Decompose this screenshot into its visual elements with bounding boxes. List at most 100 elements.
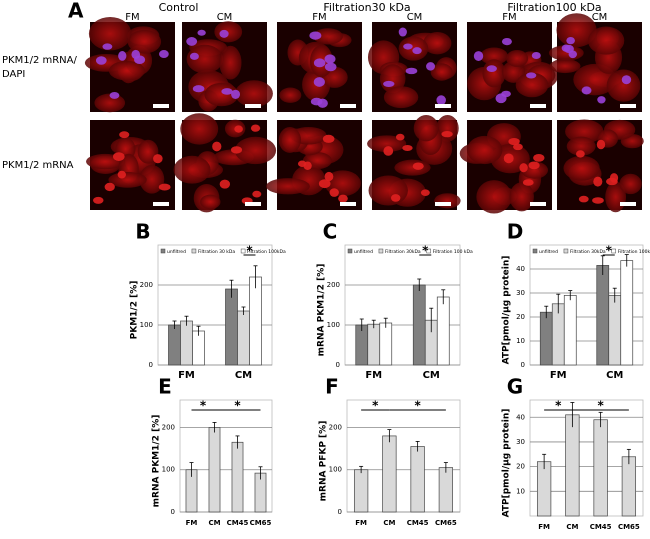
y-tick-label: 0	[338, 508, 342, 516]
nucleus	[568, 50, 577, 59]
significance-marker: *	[246, 244, 253, 258]
cell	[127, 29, 162, 54]
nucleus	[508, 137, 520, 146]
bar	[192, 330, 205, 366]
cell	[413, 115, 439, 142]
y-tick-label: 20	[516, 313, 525, 321]
x-tick-label: FM	[550, 370, 567, 381]
column-label: CM	[592, 12, 608, 23]
nucleus	[528, 161, 540, 170]
nucleus	[420, 189, 430, 196]
cell	[556, 13, 597, 48]
legend-swatch	[347, 248, 353, 254]
micrograph	[173, 113, 277, 213]
nucleus	[112, 152, 125, 161]
bar	[379, 322, 393, 366]
cell	[88, 17, 132, 51]
row-label: PKM1/2 mRNA	[2, 160, 74, 171]
bar	[208, 427, 221, 513]
significance-marker: *	[200, 399, 207, 413]
micrograph	[182, 21, 273, 112]
nucleus	[578, 195, 589, 203]
nucleus	[383, 146, 394, 156]
x-tick-label: FM	[538, 523, 550, 531]
significance-marker: *	[597, 399, 604, 413]
y-tick-label: 30	[516, 289, 525, 297]
y-tick-label: 40	[516, 265, 525, 273]
nucleus	[93, 196, 104, 204]
y-tick-label: 200	[327, 281, 340, 289]
bar	[412, 284, 426, 366]
cell	[434, 193, 461, 209]
group-title: Filtration100 kDa	[507, 1, 601, 14]
legend-label: Filtration 100kDa	[247, 249, 286, 255]
x-tick-label: FM	[186, 519, 198, 527]
legend-swatch	[611, 248, 616, 254]
cell	[549, 59, 581, 74]
legend-swatch	[532, 248, 538, 254]
nucleus	[318, 179, 331, 189]
y-tick-label: 0	[149, 361, 153, 369]
bar	[410, 446, 425, 513]
nucleus	[219, 29, 229, 38]
panel-label: G	[507, 375, 523, 399]
cell	[219, 45, 242, 80]
cell	[137, 139, 159, 164]
nucleus	[192, 85, 205, 93]
nucleus	[309, 31, 322, 40]
nucleus	[324, 62, 337, 72]
significance-marker: *	[234, 399, 241, 413]
nucleus	[398, 27, 407, 37]
nucleus	[197, 29, 206, 36]
scale-bar	[153, 104, 169, 108]
scale-bar	[620, 202, 636, 206]
row-label: DAPI	[2, 69, 25, 80]
y-axis-label: ATP[pmol/µg protein]	[502, 256, 512, 365]
nucleus	[102, 43, 113, 50]
bar	[621, 456, 637, 517]
nucleus	[117, 170, 126, 179]
nucleus	[219, 179, 231, 189]
bar	[367, 323, 381, 366]
nucleus	[402, 145, 413, 152]
nucleus	[252, 190, 262, 198]
nucleus	[134, 55, 146, 65]
x-tick-label: CM65	[250, 519, 272, 527]
nucleus	[119, 131, 130, 139]
nucleus	[324, 171, 334, 182]
y-tick-label: 30	[516, 438, 525, 446]
nucleus	[412, 162, 424, 170]
cell	[509, 182, 534, 212]
panel-label: F	[325, 375, 339, 399]
x-tick-label: CM65	[618, 523, 640, 531]
legend-label: Filtration 30 kDa	[198, 249, 235, 255]
nucleus	[104, 182, 115, 192]
bar	[539, 311, 553, 366]
panel-label: E	[158, 375, 172, 399]
x-tick-label: CM	[235, 370, 252, 381]
bar	[353, 469, 369, 513]
panel-label: C	[323, 220, 338, 244]
nucleus	[95, 56, 107, 65]
scale-bar	[435, 202, 451, 206]
legend-swatch	[426, 248, 431, 254]
nucleus	[329, 188, 339, 197]
nucleus	[189, 52, 199, 60]
bar	[180, 320, 193, 366]
x-tick-label: CM65	[435, 519, 457, 527]
y-tick-label: 100	[140, 321, 153, 329]
cell	[173, 155, 211, 184]
nucleus	[441, 131, 453, 138]
significance-marker: *	[606, 244, 613, 258]
legend-label: Filtration 30kDa	[570, 249, 606, 255]
micrograph	[459, 120, 552, 214]
legend-swatch	[563, 248, 569, 254]
cell	[430, 63, 453, 81]
y-axis-label: PKM1/2 [%]	[130, 281, 140, 340]
bar	[168, 324, 181, 366]
nucleus	[621, 75, 632, 85]
legend-label: Filtration 100 kDa	[433, 249, 473, 255]
plot-frame	[529, 399, 644, 517]
nucleus	[118, 51, 127, 61]
